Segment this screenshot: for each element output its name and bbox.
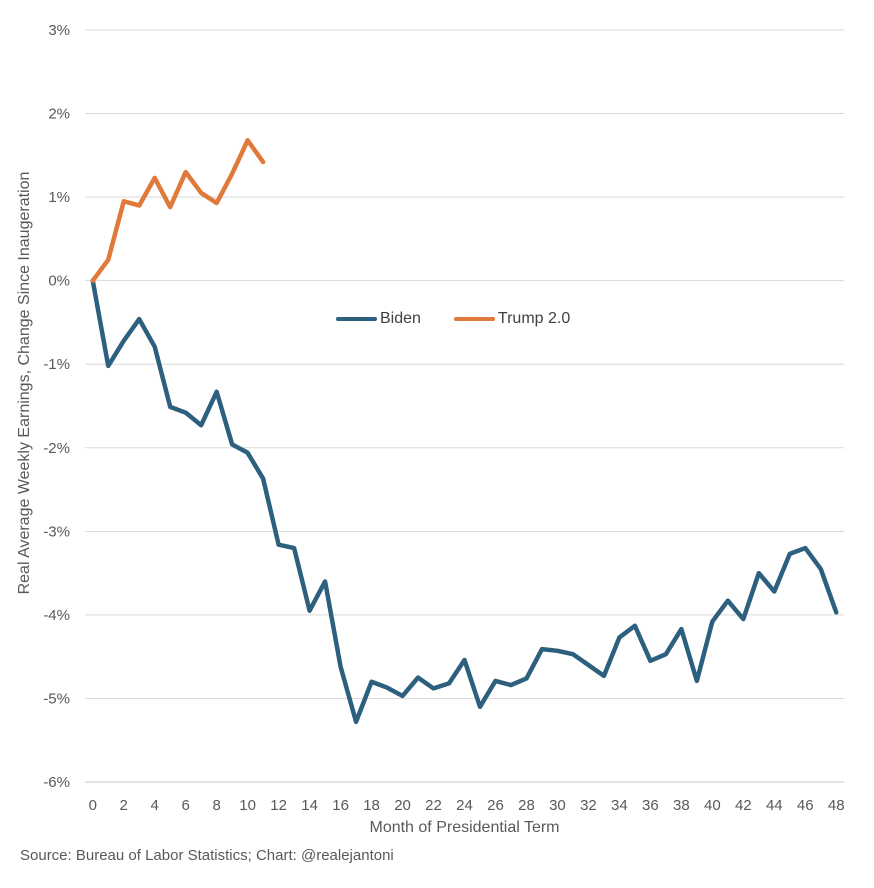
source-credit: Source: Bureau of Labor Statistics; Char… xyxy=(20,847,394,864)
legend: Biden Trump 2.0 xyxy=(336,310,570,328)
x-tick-label: 32 xyxy=(580,797,597,814)
x-tick-label: 40 xyxy=(704,797,721,814)
x-tick-label: 28 xyxy=(518,797,535,814)
legend-entry-trump: Trump 2.0 xyxy=(453,310,571,328)
x-tick-label: 0 xyxy=(89,797,97,814)
y-axis-title: Real Average Weekly Earnings, Change Sin… xyxy=(16,171,33,595)
x-tick-label: 46 xyxy=(797,797,814,814)
x-tick-label: 8 xyxy=(212,797,220,814)
x-tick-label: 18 xyxy=(363,797,380,814)
legend-entry-biden: Biden xyxy=(336,310,421,328)
x-tick-label: 38 xyxy=(673,797,690,814)
legend-label-biden: Biden xyxy=(380,310,421,327)
y-tick-label: 3% xyxy=(48,22,70,39)
y-tick-label: -4% xyxy=(43,607,70,624)
trump-2-0-line xyxy=(90,138,266,283)
trump-line-swatch xyxy=(453,316,495,322)
y-tick-label: 2% xyxy=(48,106,70,123)
y-tick-label: -5% xyxy=(43,690,70,707)
y-tick-label: 0% xyxy=(48,273,70,290)
x-tick-label: 10 xyxy=(239,797,256,814)
x-tick-label: 42 xyxy=(735,797,752,814)
x-tick-label: 44 xyxy=(766,797,783,814)
x-tick-label: 4 xyxy=(151,797,159,814)
x-tick-label: 34 xyxy=(611,797,628,814)
y-tick-label: 1% xyxy=(48,189,70,206)
x-tick-label: 14 xyxy=(301,797,318,814)
x-tick-label: 20 xyxy=(394,797,411,814)
y-tick-label: -1% xyxy=(43,356,70,373)
y-tick-label: -2% xyxy=(43,440,70,457)
x-tick-label: 36 xyxy=(642,797,659,814)
x-tick-label: 16 xyxy=(332,797,349,814)
y-tick-label: -3% xyxy=(43,523,70,540)
x-tick-label: 6 xyxy=(182,797,190,814)
x-axis-title: Month of Presidential Term xyxy=(369,819,560,836)
x-tick-label: 2 xyxy=(120,797,128,814)
x-tick-label: 24 xyxy=(456,797,473,814)
x-tick-label: 48 xyxy=(828,797,845,814)
x-tick-label: 26 xyxy=(487,797,504,814)
biden-line xyxy=(90,278,839,725)
x-tick-label: 12 xyxy=(270,797,287,814)
biden-line-swatch xyxy=(336,316,377,322)
x-tick-label: 22 xyxy=(425,797,442,814)
legend-label-trump: Trump 2.0 xyxy=(497,310,571,327)
x-tick-label: 30 xyxy=(549,797,566,814)
y-tick-label: -6% xyxy=(43,774,70,791)
